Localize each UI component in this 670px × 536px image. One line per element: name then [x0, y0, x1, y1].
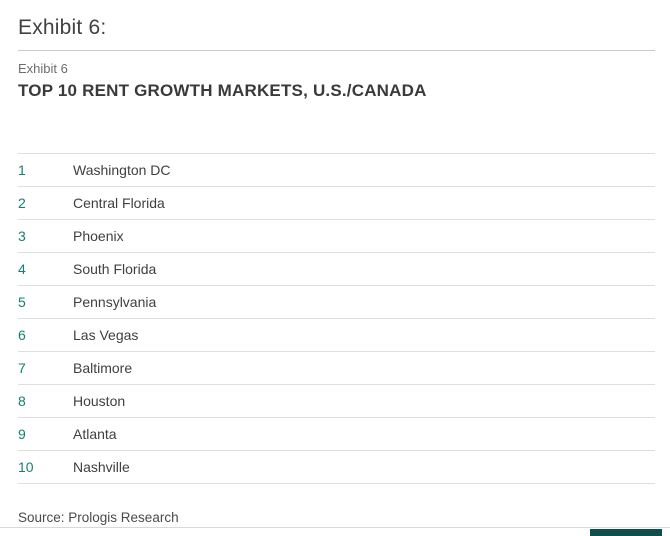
rank-cell: 4: [18, 261, 26, 277]
table-row: 2 Central Florida: [18, 186, 655, 220]
page-title: Exhibit 6:: [18, 16, 107, 39]
rank-cell: 7: [18, 360, 26, 376]
market-cell: Phoenix: [73, 228, 124, 244]
market-cell: Las Vegas: [73, 327, 139, 343]
table-row: 9 Atlanta: [18, 417, 655, 451]
table-row: 10 Nashville: [18, 450, 655, 484]
table-row: 3 Phoenix: [18, 219, 655, 253]
rank-cell: 9: [18, 426, 26, 442]
market-cell: Pennsylvania: [73, 294, 157, 310]
exhibit-label: Exhibit 6: [18, 61, 68, 76]
market-cell: Nashville: [73, 459, 130, 475]
table-row: 6 Las Vegas: [18, 318, 655, 352]
rent-growth-table: 1 Washington DC 2 Central Florida 3 Phoe…: [18, 153, 655, 484]
rank-cell: 10: [18, 459, 34, 475]
rank-cell: 2: [18, 195, 26, 211]
table-row: 5 Pennsylvania: [18, 285, 655, 319]
market-cell: South Florida: [73, 261, 157, 277]
rank-cell: 8: [18, 393, 26, 409]
table-row: 8 Houston: [18, 384, 655, 418]
rank-cell: 6: [18, 327, 26, 343]
exhibit-heading: TOP 10 RENT GROWTH MARKETS, U.S./CANADA: [18, 81, 427, 100]
table-row: 4 South Florida: [18, 252, 655, 286]
horizontal-scrollbar-track[interactable]: [0, 527, 670, 536]
source-note: Source: Prologis Research: [18, 510, 179, 525]
page-content: Exhibit 6: Exhibit 6 TOP 10 RENT GROWTH …: [18, 16, 655, 525]
market-cell: Central Florida: [73, 195, 165, 211]
rank-cell: 5: [18, 294, 26, 310]
rank-cell: 1: [18, 162, 26, 178]
market-cell: Baltimore: [73, 360, 133, 376]
table-row: 7 Baltimore: [18, 351, 655, 385]
market-cell: Washington DC: [73, 162, 171, 178]
market-cell: Houston: [73, 393, 126, 409]
rank-cell: 3: [18, 228, 26, 244]
market-cell: Atlanta: [73, 426, 117, 442]
header-divider: [18, 50, 655, 51]
horizontal-scrollbar-thumb[interactable]: [590, 529, 662, 536]
table-row: 1 Washington DC: [18, 153, 655, 187]
